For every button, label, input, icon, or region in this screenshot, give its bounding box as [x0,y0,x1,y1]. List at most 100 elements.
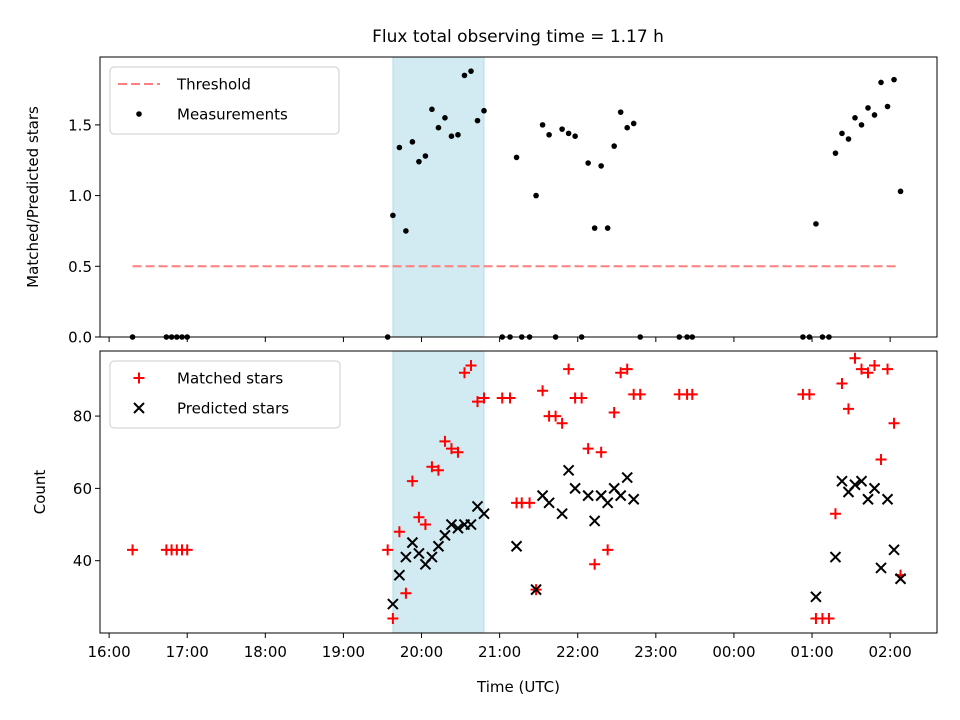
measurement-point [435,124,442,131]
predicted-star-point [465,518,477,531]
matched-star-point [393,526,405,538]
matched-star-point [595,446,607,458]
x-tick-label: 20:00 [400,643,443,661]
measurement-point [891,76,897,83]
measurement-point [429,106,435,113]
measurement-point [884,103,891,110]
matched-star-point [856,363,868,375]
predicted-star-point [627,493,640,505]
bottom-panel: 40 60 80 16:00 17:00 18:00 19:00 20:00 21:00 22:0… [31,350,938,696]
matched-star-point [862,367,874,379]
matched-star-point [803,388,815,400]
matched-star-point [550,410,562,422]
top-panel: 0.0 0.5 1.0 1.5 Matched/Predicted stars Thres… [24,56,938,347]
matched-star-point [829,508,841,520]
matched-star-point [478,392,490,404]
predicted-star-point [810,591,822,603]
measurement-point [546,131,552,138]
x-tick-label: 18:00 [244,643,287,661]
predicted-star-point [621,471,633,484]
matched-star-point [445,443,457,455]
measurement-point [598,163,604,169]
measurement-point [572,133,578,139]
matched-star-point [621,363,633,375]
measurement-point [416,158,422,165]
measurement-point [565,130,572,137]
measurement-point [591,225,598,231]
matched-star-point [439,435,451,447]
measurement-point [865,105,871,111]
predicted-star-point [439,529,451,542]
matched-star-point [181,544,193,556]
y-tick-label: 0.0 [68,329,92,347]
y-tick-label: 80 [73,408,92,426]
measurement-point [845,136,852,142]
legend-label: Predicted stars [177,400,289,418]
axes-frame [99,56,938,338]
predicted-star-point [855,475,868,487]
predicted-star-point [894,573,907,585]
predicted-star-point [868,482,881,495]
x-tick-label: 16:00 [87,643,130,661]
predicted-star-point [836,475,848,487]
legend-matched-swatch [133,372,145,384]
measurement-point [461,72,468,79]
measurement-point [559,126,565,132]
predicted-star-point [510,540,523,552]
measurement-point [396,144,403,151]
measurement-point [403,228,409,234]
predicted-star-point [445,518,458,531]
matched-star-point [849,352,861,364]
y-axis-label: Matched/Predicted stars [24,106,42,288]
y-tick-label: 0.5 [68,258,92,276]
measurement-point [617,109,624,115]
measurement-point [871,112,878,118]
predicted-star-point [452,522,464,534]
highlight-span [392,56,485,338]
matched-star-point [465,359,477,371]
matched-star-point [563,363,575,375]
y-tick-label: 1.0 [68,187,92,205]
matched-star-point [882,363,894,375]
predicted-star-point [588,515,601,527]
matched-star-point [127,544,139,556]
measurement-point [474,117,481,124]
matched-star-point [602,544,614,556]
measurement-point [858,122,865,128]
predicted-star-point [614,489,627,502]
predicted-star-point [881,493,894,505]
matched-star-point [419,519,431,531]
predicted-star-point [556,507,568,520]
measurement-point [455,131,461,138]
matched-star-point [504,392,516,404]
matched-star-point [426,461,438,473]
measurement-point [539,122,546,128]
measurement-point [533,192,539,199]
predicted-star-point [875,562,887,574]
matched-star-point [458,367,470,379]
matched-star-point [589,558,601,570]
legend-box [109,66,340,135]
x-tick-label: 22:00 [556,643,599,661]
matched-star-point [406,475,418,487]
x-tick-label: 23:00 [634,643,677,661]
y-tick-label: 60 [73,480,92,498]
legend-label: Threshold [176,76,251,94]
matched-star-point [888,417,900,429]
chart-title: Flux total observing time = 1.17 h [372,27,664,47]
x-tick-label: 00:00 [712,643,755,661]
measurement-point [448,133,455,139]
predicted-star-point [543,497,555,509]
predicted-star-point [829,551,842,563]
predicted-star-point [888,544,900,556]
matched-star-point [537,385,549,397]
predicted-star-point [432,540,445,552]
predicted-star-point [413,547,425,560]
matched-star-point [471,396,483,408]
matched-star-point [582,443,594,455]
matched-star-point [556,417,568,429]
measurement-point [878,79,884,86]
measurement-point [513,154,520,161]
matched-star-point [869,359,881,371]
legend-box [109,360,341,429]
